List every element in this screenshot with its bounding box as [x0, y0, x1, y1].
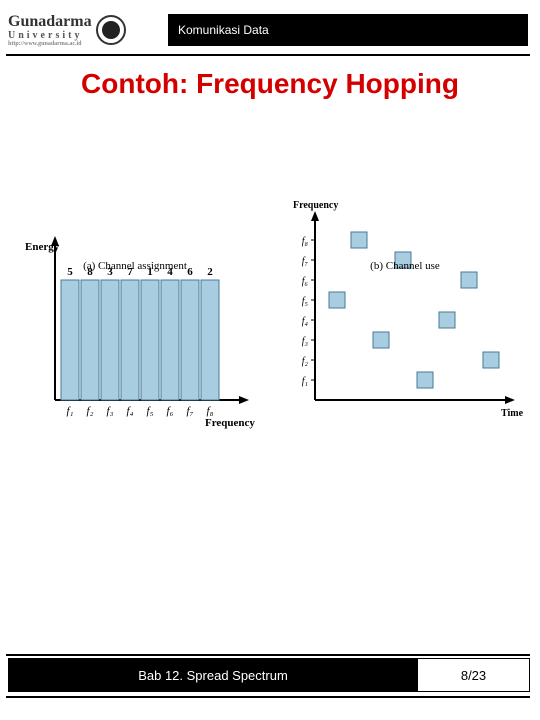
- logo-url: http://www.gunadarma.ac.id: [8, 41, 92, 47]
- svg-text:f₄: f₄: [127, 405, 134, 417]
- svg-text:f₅: f₅: [302, 296, 309, 307]
- slide-title: Contoh: Frequency Hopping: [0, 68, 540, 100]
- chart-channel-use: f₁f₂f₃f₄f₅f₆f₇f₈FrequencyTime: [270, 190, 540, 450]
- svg-text:f₇: f₇: [187, 405, 194, 417]
- svg-text:f₆: f₆: [302, 276, 309, 287]
- svg-text:Energy: Energy: [25, 241, 60, 253]
- svg-text:Time: Time: [501, 408, 524, 419]
- logo-area: Gunadarma University http://www.gunadarm…: [8, 8, 168, 52]
- svg-text:f₈: f₈: [302, 236, 309, 247]
- svg-text:f₄: f₄: [302, 316, 309, 327]
- footer-chapter: Bab 12. Spread Spectrum: [8, 658, 418, 692]
- svg-text:Frequency: Frequency: [205, 417, 255, 429]
- svg-text:Frequency: Frequency: [293, 200, 338, 211]
- svg-text:f₆: f₆: [167, 405, 174, 417]
- svg-text:f₃: f₃: [302, 336, 309, 347]
- footer-bar: Bab 12. Spread Spectrum 8/23: [8, 658, 530, 692]
- university-seal-icon: [96, 15, 126, 45]
- svg-text:f₂: f₂: [87, 405, 94, 417]
- logo-text: Gunadarma University http://www.gunadarm…: [8, 14, 92, 47]
- logo-main: Gunadarma: [8, 14, 92, 30]
- svg-text:f₁: f₁: [302, 376, 308, 387]
- svg-text:f₁: f₁: [67, 405, 74, 417]
- logo-sub: University: [8, 30, 92, 41]
- svg-text:f₅: f₅: [147, 405, 154, 417]
- footer-divider-top: [6, 654, 530, 656]
- header-strip: Komunikasi Data: [168, 14, 528, 46]
- footer-divider-bottom: [6, 696, 530, 698]
- header-divider: [6, 54, 530, 56]
- header-strip-text: Komunikasi Data: [178, 23, 269, 37]
- chart-b-caption: (b) Channel use: [270, 260, 540, 272]
- chart-channel-assignment: 5f₁8f₂3f₃7f₄1f₅4f₆6f₇2f₈EnergyFrequency: [0, 190, 270, 450]
- svg-text:f₂: f₂: [302, 356, 309, 367]
- svg-text:f₃: f₃: [107, 405, 114, 417]
- charts-container: 5f₁8f₂3f₃7f₄1f₅4f₆6f₇2f₈EnergyFrequency …: [0, 190, 540, 490]
- footer-page-number: 8/23: [418, 658, 530, 692]
- chart-a-caption: (a) Channel assignment: [0, 260, 270, 272]
- svg-text:f₈: f₈: [207, 405, 214, 417]
